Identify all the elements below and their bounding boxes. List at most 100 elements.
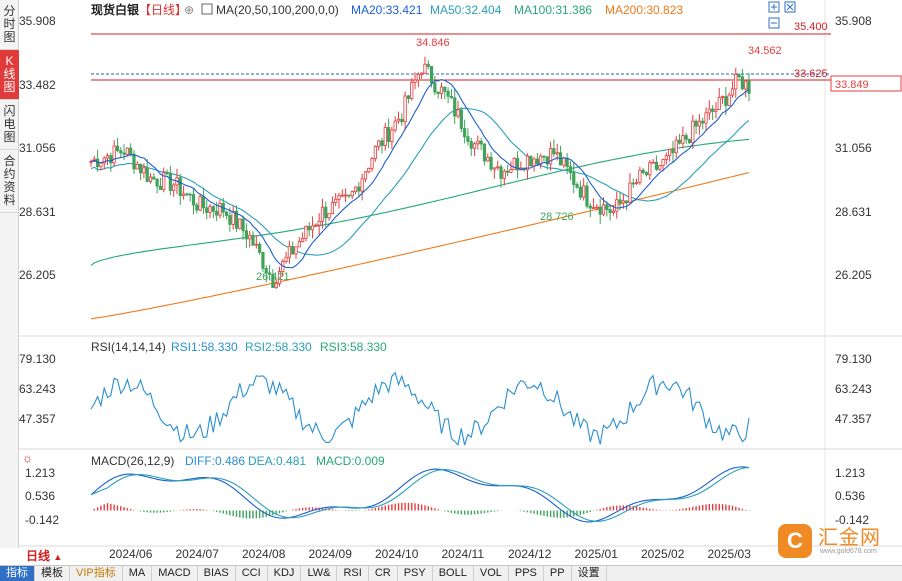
candle xyxy=(396,111,401,124)
ma-label: MA(20,50,100,200,0,0) xyxy=(216,3,339,17)
candle xyxy=(677,133,682,145)
candle xyxy=(135,160,139,170)
candle xyxy=(658,164,662,171)
indicator-tab[interactable]: MA xyxy=(123,566,153,581)
window-controls[interactable] xyxy=(768,1,796,29)
macd-dea-value: DEA:0.481 xyxy=(248,454,306,468)
indicator-tab[interactable]: 设置 xyxy=(572,566,607,581)
candle xyxy=(463,119,467,144)
candle xyxy=(479,137,483,151)
candle xyxy=(433,75,437,96)
indicator-tab[interactable]: BOLL xyxy=(433,566,474,581)
indicator-tab[interactable]: 模板 xyxy=(35,566,70,581)
candle xyxy=(148,173,153,184)
move-icon[interactable] xyxy=(768,1,780,13)
macd-hist-value: MACD:0.009 xyxy=(316,454,385,468)
price-tick-right: 35.908 xyxy=(835,14,872,28)
indicator-tab[interactable]: RSI xyxy=(337,566,369,581)
indicator-tab[interactable]: KDJ xyxy=(268,566,302,581)
candle xyxy=(423,56,427,74)
candle xyxy=(578,180,582,201)
candlestick-series[interactable] xyxy=(89,56,751,290)
candle xyxy=(740,68,744,91)
ma100-line xyxy=(90,138,750,266)
chart-canvas[interactable]: 现货白银 【日线】 ⊕ MA(20,50,100,200,0,0) MA20:3… xyxy=(19,0,902,565)
side-tab-0[interactable]: 分时图 xyxy=(0,0,19,50)
indicator-tab[interactable]: LW& xyxy=(301,566,338,581)
chart-area[interactable]: 现货白银 【日线】 ⊕ MA(20,50,100,200,0,0) MA20:3… xyxy=(19,0,902,565)
side-tab-2[interactable]: 闪电图 xyxy=(0,100,19,150)
candle xyxy=(258,241,262,255)
candle xyxy=(105,153,110,166)
candle xyxy=(337,192,341,209)
series-path xyxy=(90,466,750,523)
period-selector[interactable]: 日线 ▲ xyxy=(26,548,96,565)
ma50-value: MA50:32.404 xyxy=(430,3,502,17)
candle xyxy=(357,182,361,197)
expand-icon[interactable] xyxy=(768,17,780,29)
indicator-tab[interactable]: PPS xyxy=(509,566,544,581)
recent-high-annotation: 34.562 xyxy=(748,45,782,57)
candle xyxy=(188,192,192,202)
candle xyxy=(506,164,510,177)
candle xyxy=(234,205,239,233)
candle xyxy=(595,203,599,211)
candle xyxy=(598,198,602,224)
candle xyxy=(410,78,414,101)
candle xyxy=(747,73,751,102)
rsi-tick-right: 47.357 xyxy=(835,412,872,426)
candle xyxy=(132,150,136,174)
price-axis: 35.908 33.482 31.056 28.631 26.205 35.90… xyxy=(19,14,872,282)
candle xyxy=(231,206,235,230)
candle xyxy=(459,106,463,133)
candle xyxy=(248,230,252,248)
macd-settings-icon[interactable]: ☼ xyxy=(22,451,33,465)
indicator-tab[interactable]: MACD xyxy=(152,566,198,581)
candle xyxy=(472,142,477,157)
indicator-tab-bar: 指标 模板 VIP指标 MA MACD BIAS CCI KDJ LW& RSI CR PSY BOLL… xyxy=(0,565,902,581)
settings-icon[interactable]: ⊕ xyxy=(184,3,194,17)
candle xyxy=(380,137,384,154)
candle xyxy=(350,190,354,200)
indicator-tab[interactable]: VOL xyxy=(474,566,509,581)
candle xyxy=(261,251,265,272)
candle xyxy=(668,148,672,162)
resistance-value: 35.400 xyxy=(794,21,828,33)
indicator-tab[interactable]: CCI xyxy=(236,566,268,581)
candle xyxy=(294,246,298,259)
indicator-tab[interactable]: VIP指标 xyxy=(70,566,123,581)
candle xyxy=(644,171,649,177)
candle xyxy=(277,266,282,287)
candle xyxy=(181,185,186,200)
indicator-tab[interactable]: CR xyxy=(369,566,398,581)
candle xyxy=(353,186,358,195)
candle xyxy=(340,189,344,198)
indicator-tab[interactable]: BIAS xyxy=(198,566,236,581)
time-axis-label: 2024/09 xyxy=(309,547,353,561)
macd-series xyxy=(90,466,750,523)
candle xyxy=(737,73,741,79)
close-icon[interactable] xyxy=(784,1,796,13)
high-annotation: 34.846 xyxy=(416,37,450,49)
ma200-value: MA200:30.823 xyxy=(605,3,683,17)
candle xyxy=(360,173,364,201)
candle xyxy=(681,126,685,149)
price-tick-right: 26.205 xyxy=(835,268,872,282)
macd-tick-right: -0.142 xyxy=(835,513,869,527)
series-path xyxy=(90,371,750,447)
indicator-tab[interactable]: 指标 xyxy=(0,566,35,581)
candle xyxy=(238,218,242,230)
candle xyxy=(618,191,622,211)
indicator-tab[interactable]: PSY xyxy=(398,566,433,581)
candle xyxy=(208,203,212,219)
candle xyxy=(102,156,106,170)
side-tab-3[interactable]: 合约资料 xyxy=(0,150,19,213)
indicator-tab[interactable]: PP xyxy=(544,566,572,581)
candle xyxy=(191,188,196,215)
candle xyxy=(453,88,457,124)
candle xyxy=(271,269,275,288)
indicator-icon[interactable] xyxy=(201,3,213,15)
price-tick-right: 28.631 xyxy=(835,205,872,219)
candle xyxy=(446,87,450,104)
